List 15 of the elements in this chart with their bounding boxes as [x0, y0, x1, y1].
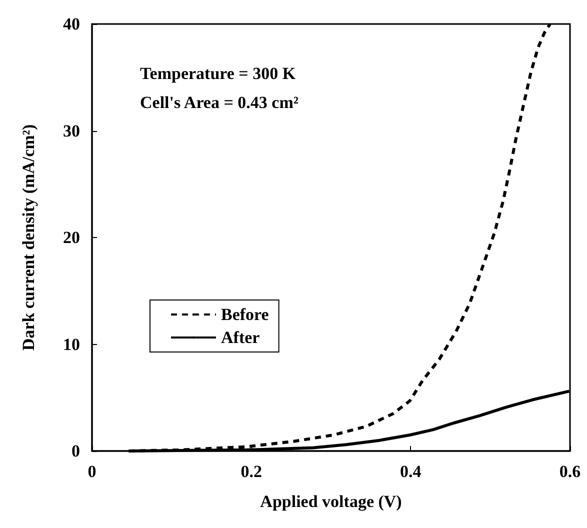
x-tick-label: 0.2: [240, 462, 262, 481]
y-axis-title: Dark current density (mA/cm²): [19, 124, 38, 351]
y-tick-label: 40: [63, 14, 80, 34]
legend-label: Before: [221, 305, 270, 324]
x-axis-title: Applied voltage (V): [260, 492, 402, 511]
annotation: Temperature = 300 K: [140, 64, 296, 83]
y-tick-label: 20: [63, 228, 80, 247]
x-tick-label: 0: [88, 462, 96, 481]
legend-label: After: [221, 328, 260, 347]
y-tick-label: 30: [63, 121, 80, 140]
annotation: Cell's Area = 0.43 cm²: [140, 93, 298, 112]
x-tick-label: 0.4: [400, 462, 422, 481]
y-tick-label: 10: [63, 334, 80, 354]
y-tick-label: 0: [72, 442, 80, 460]
x-tick-label: 0.6: [559, 462, 581, 481]
